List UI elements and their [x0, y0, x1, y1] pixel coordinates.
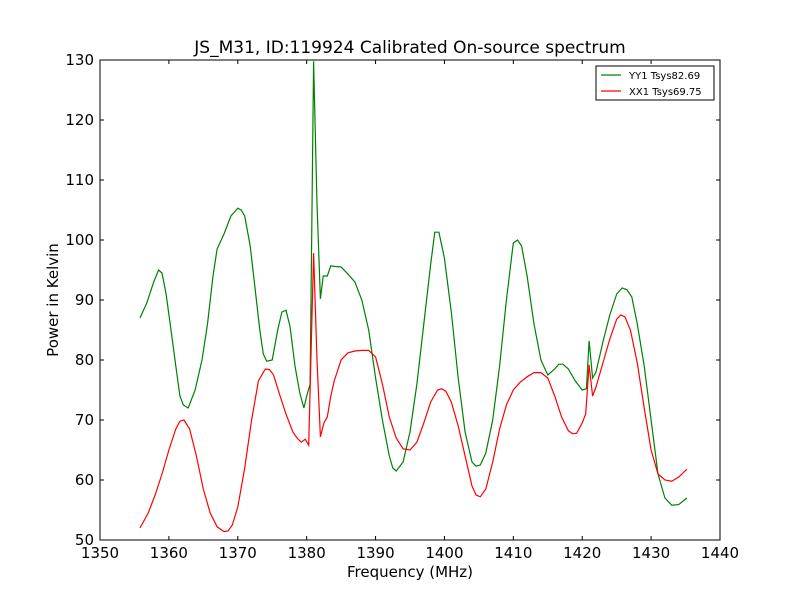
y-tick-label: 50	[75, 531, 94, 549]
tick-layer: 1350 1360 1370 1380 1390 1400 1410 1420 1430 1440…	[65, 51, 739, 562]
chart-title: JS_M31, ID:119924 Calibrated On-source s…	[193, 38, 625, 58]
x-tick-label: 1400	[425, 544, 463, 562]
x-tick-label: 1420	[563, 544, 601, 562]
x-tick-label: 1370	[219, 544, 257, 562]
x-tick-label: 1360	[150, 544, 188, 562]
y-tick-label: 120	[65, 111, 94, 129]
legend-box	[595, 65, 715, 101]
y-tick-label: 110	[65, 171, 94, 189]
plot-frame	[99, 59, 721, 541]
legend-label-1: YY1 Tsys82.69	[628, 71, 700, 82]
x-axis-label: Frequency (MHz)	[347, 563, 473, 581]
legend-label-2: XX1 Tsys69.75	[629, 87, 702, 98]
x-tick-label: 1390	[356, 544, 394, 562]
x-tick-label: 1410	[494, 544, 532, 562]
y-tick-label: 60	[75, 471, 94, 489]
x-tick-label: 1380	[288, 544, 326, 562]
x-tick-label: 1440	[701, 544, 739, 562]
x-tick-label: 1430	[632, 544, 670, 562]
series-line-1	[139, 61, 688, 506]
y-tick-label: 80	[75, 351, 94, 369]
x-tick-label: 1350	[81, 544, 119, 562]
y-tick-label: 90	[75, 291, 94, 309]
y-tick-label: 130	[65, 51, 94, 69]
series-layer	[139, 61, 688, 533]
y-tick-label: 70	[75, 411, 94, 429]
y-axis-label: Power in Kelvin	[44, 243, 62, 357]
legend: YY1 Tsys82.69 XX1 Tsys69.75	[595, 65, 715, 101]
series-line-2	[139, 253, 688, 533]
y-tick-label: 100	[65, 231, 94, 249]
